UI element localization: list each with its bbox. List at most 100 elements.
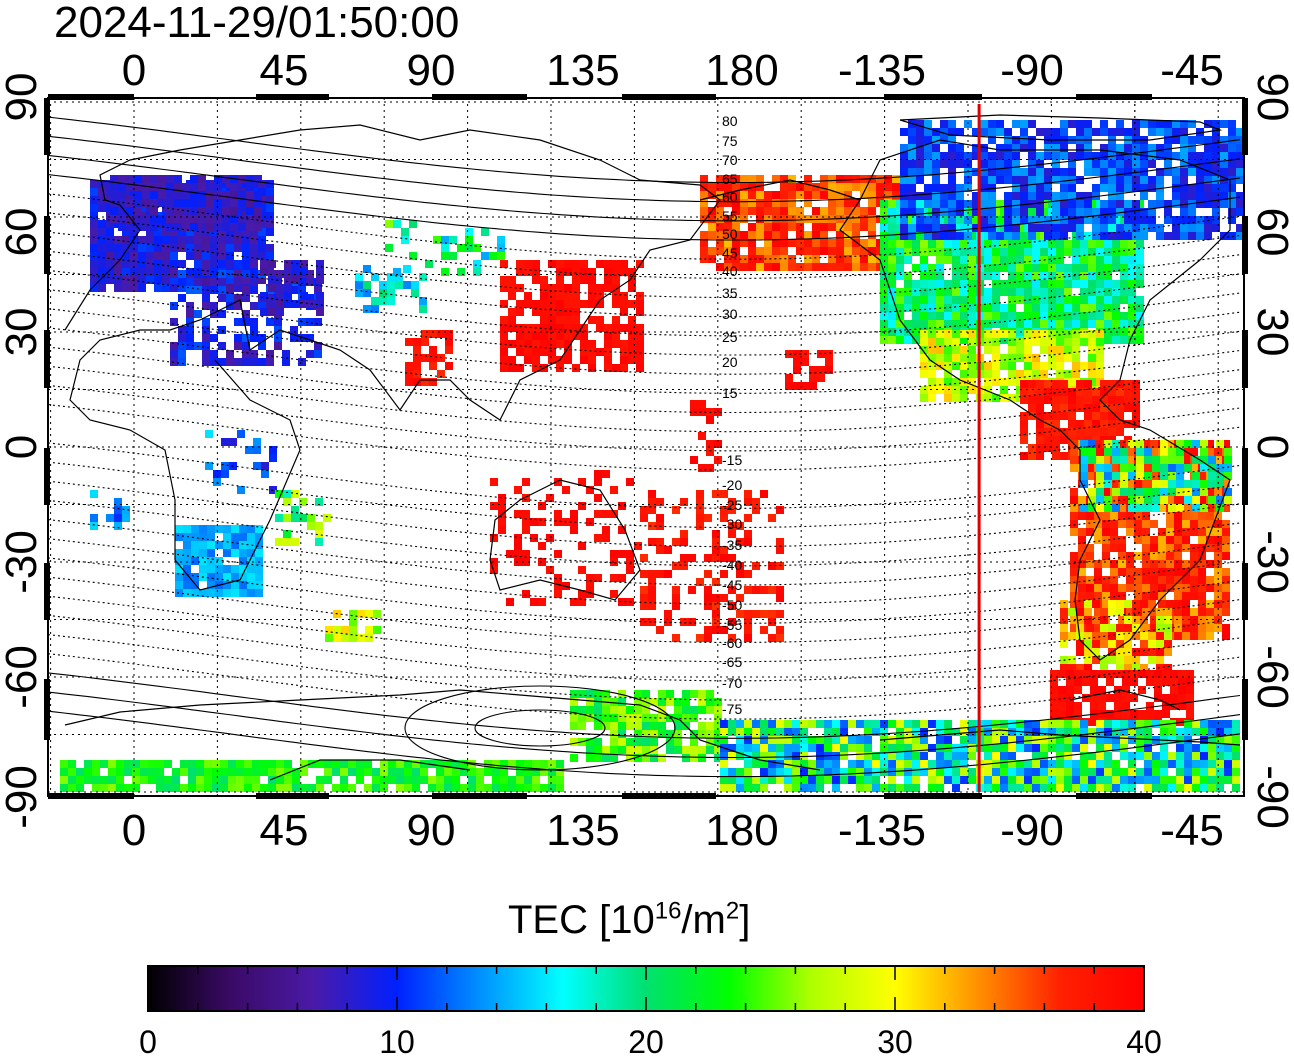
latitude-tick-left: -90 (0, 765, 46, 829)
mlat-label: -70 (722, 675, 742, 691)
tec-region-central-asia (355, 265, 427, 313)
colorbar-title: TEC [1016/m2] (508, 897, 751, 942)
mlat-label: 70 (722, 152, 738, 168)
mlat-contour (48, 557, 1241, 624)
latitude-tick-left: 90 (0, 73, 46, 122)
tec-region-australia (490, 470, 642, 606)
mlat-label: 35 (722, 285, 738, 301)
mlat-contour (48, 404, 1241, 471)
latitude-tick-right: 0 (1248, 435, 1294, 459)
longitude-tick-bottom: -90 (1000, 806, 1064, 855)
colorbar-tick-label: 20 (628, 1024, 664, 1057)
mlat-label: 65 (722, 171, 738, 187)
mlat-label: -50 (722, 597, 742, 613)
latitude-tick-left: -60 (0, 645, 46, 709)
tec-region-patagonia (1060, 600, 1172, 672)
longitude-tick-bottom: 45 (260, 806, 309, 855)
coastline (64, 124, 721, 591)
longitude-tick-bottom: 180 (705, 806, 778, 855)
mlat-contour (48, 289, 1241, 356)
mlat-contour (48, 365, 1241, 433)
latitude-tick-left: 30 (0, 308, 46, 357)
tec-region-east-asia (500, 260, 644, 372)
mlat-label: 45 (722, 245, 738, 261)
mlat-label: -65 (722, 654, 742, 670)
mlat-contour (48, 384, 1241, 452)
mlat-contour (48, 250, 1241, 318)
mlat-contour (48, 480, 1241, 548)
latitude-tick-right: -60 (1248, 645, 1294, 709)
mlat-label: 50 (722, 226, 738, 242)
tec-region-south-america-north (1080, 440, 1232, 512)
coastline (269, 759, 471, 781)
mlat-contour (48, 174, 1241, 241)
mlat-contour (48, 442, 1241, 509)
latitude-axis-right: 90 60 30 0 -30 -60 -90 (1248, 73, 1294, 829)
mlat-label: 25 (722, 329, 738, 345)
mlat-contour (48, 538, 1241, 605)
colorbar-ticks: 0 10 20 30 40 (139, 966, 1162, 1057)
tec-region-alaska (700, 175, 900, 271)
mlat-contour (48, 634, 1241, 701)
latitude-tick-left: -30 (0, 530, 46, 594)
mlat-contour (48, 461, 1241, 529)
mlat-label: 75 (722, 133, 738, 149)
mlat-label: -35 (722, 537, 742, 553)
mlat-contour (48, 193, 1241, 260)
tec-region-southern-ocean (325, 610, 381, 642)
tec-region-west-africa (90, 490, 130, 530)
mlat-label: -15 (722, 452, 742, 468)
colorbar-tick-label: 0 (139, 1024, 157, 1057)
mlat-contour (48, 346, 1241, 414)
latitude-tick-right: -30 (1248, 530, 1294, 594)
longitude-tick-bottom: -135 (838, 806, 926, 855)
tec-region-antarctic-peninsula (1050, 670, 1194, 726)
tec-region-hawaii (785, 350, 833, 390)
longitude-tick-bottom: 90 (407, 806, 456, 855)
mlat-contour (48, 576, 1241, 644)
longitude-tick-top: 0 (122, 46, 146, 95)
longitude-tick-top: 90 (407, 46, 456, 95)
colorbar-tick-label: 10 (379, 1024, 415, 1057)
latitude-tick-left: 60 (0, 208, 46, 257)
longitude-tick-bottom: 135 (546, 806, 619, 855)
mlat-contour (48, 499, 1241, 567)
tec-region-africa-east (205, 430, 277, 494)
magnetic-latitude-labels: 80 75 70 65 60 55 50 45 40 35 30 25 20 15 -15 -20 -25 -30… (722, 113, 742, 717)
longitude-tick-top: -45 (1160, 46, 1224, 95)
longitude-tick-top: 180 (705, 46, 778, 95)
graticule (48, 98, 1244, 796)
longitude-tick-top: 135 (546, 46, 619, 95)
latitude-tick-left: 0 (0, 435, 46, 459)
mlat-contour (48, 327, 1241, 394)
mlat-label: -75 (722, 701, 742, 717)
mlat-label: -55 (722, 617, 742, 633)
longitude-axis-bottom: 0 45 90 135 180 -135 -90 -45 (122, 806, 1224, 855)
mlat-contour (48, 231, 1241, 299)
mlat-label: -25 (722, 497, 742, 513)
coastline (699, 179, 861, 201)
mlat-label: 20 (722, 354, 738, 370)
mlat-contour (48, 691, 1241, 759)
mlat-label: 60 (722, 189, 738, 205)
mlat-contour (48, 116, 1241, 184)
colorbar-tick-label: 40 (1126, 1024, 1162, 1057)
mlat-label: 30 (722, 306, 738, 322)
colorbar-tick-label: 30 (877, 1024, 913, 1057)
latitude-axis-left: 90 60 30 0 -30 -60 -90 (0, 73, 46, 829)
coastline (489, 479, 641, 601)
mlat-contour (48, 154, 1241, 222)
latitude-tick-right: 30 (1248, 308, 1294, 357)
longitude-tick-bottom: -45 (1160, 806, 1224, 855)
latitude-tick-right: 60 (1248, 208, 1294, 257)
mlat-label: -40 (722, 557, 742, 573)
coastline (899, 114, 1223, 141)
mlat-contour (48, 653, 1241, 720)
mlat-contour (48, 672, 1241, 739)
longitude-tick-top: 45 (260, 46, 309, 95)
longitude-tick-top: -90 (1000, 46, 1064, 95)
mlat-label: 55 (722, 208, 738, 224)
mlat-contour (48, 710, 1241, 778)
coastline (64, 689, 821, 771)
